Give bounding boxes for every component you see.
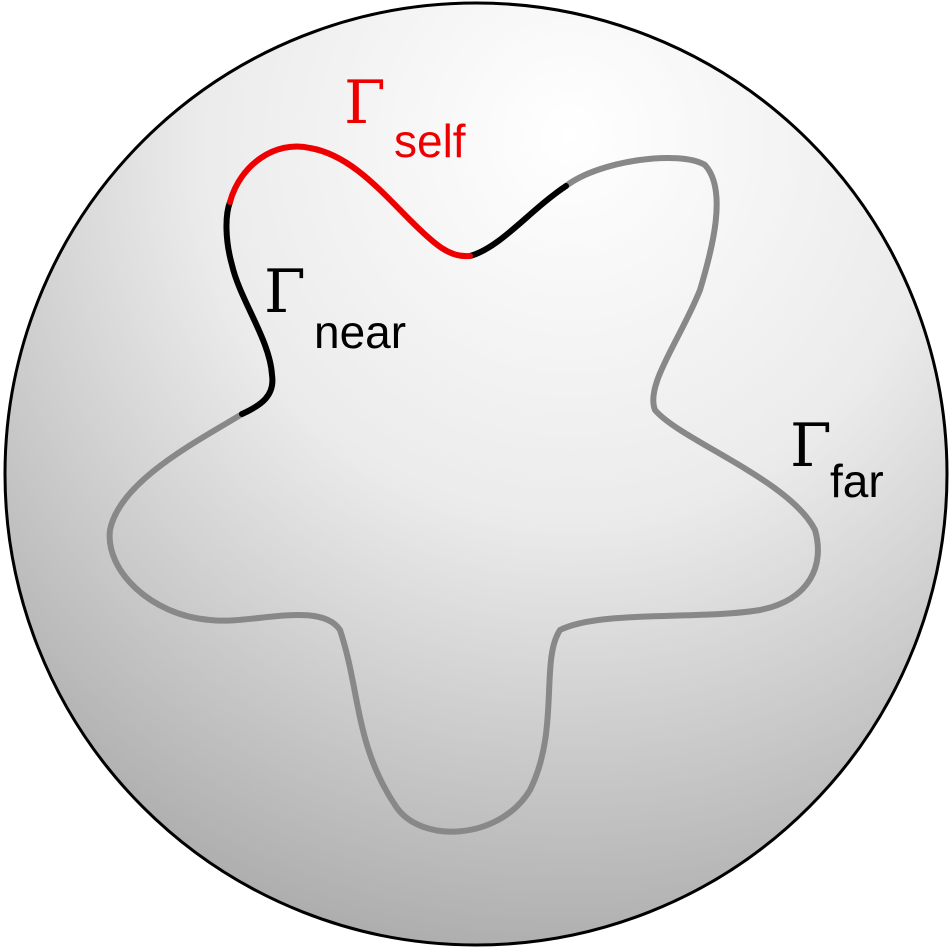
gamma-far-symbol: Γ [790,411,832,481]
gamma-self-symbol: Γ [344,68,386,138]
gamma-far-subscript: far [830,455,884,507]
gamma-near-subscript: near [314,306,406,358]
gamma-self-subscript: self [394,115,466,167]
gamma-near-symbol: Γ [264,257,306,327]
